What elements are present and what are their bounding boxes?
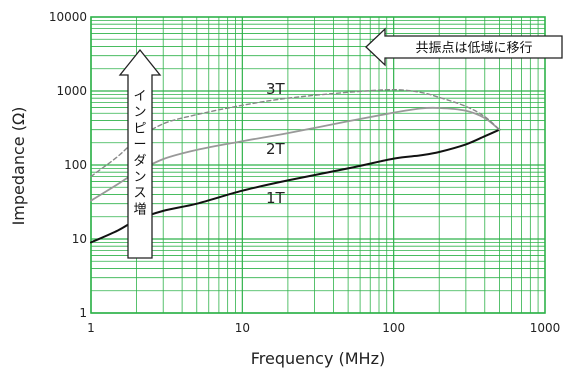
impedance-increase-annotation: インピーダンス増 — [118, 48, 162, 259]
y-tick-label: 10000 — [49, 10, 87, 24]
label-1t: 1T — [266, 189, 286, 207]
x-tick-label: 100 — [382, 321, 405, 335]
increase-label-char: ピ — [133, 121, 146, 136]
y-tick-label: 1 — [79, 306, 87, 320]
y-axis-title: Impedance (Ω) — [9, 107, 28, 226]
plot-frame — [90, 16, 546, 314]
increase-label-char: ス — [133, 186, 146, 201]
x-tick-label: 10 — [235, 321, 250, 335]
grid — [90, 16, 546, 314]
resonance-shift-label: 共振点は低域に移行 — [415, 41, 532, 56]
curve-labels: 3T 2T 1T — [266, 80, 286, 207]
label-2t: 2T — [266, 140, 286, 158]
increase-label-char: イ — [133, 89, 146, 104]
up-arrow-icon — [118, 48, 162, 259]
increase-label-char: ー — [133, 138, 146, 153]
impedance-increase-label: インピーダンス増 — [133, 89, 146, 217]
increase-label-char: ダ — [133, 154, 146, 169]
x-axis-title: Frequency (MHz) — [251, 349, 385, 368]
axes: 1 10 100 1000 1 10 100 1000 10000 — [49, 10, 560, 335]
label-3t: 3T — [266, 80, 286, 98]
increase-label-char: 増 — [133, 202, 146, 217]
increase-label-char: ン — [133, 105, 146, 120]
y-tick-label: 100 — [64, 158, 87, 172]
x-tick-label: 1000 — [530, 321, 561, 335]
series-line-3t — [90, 89, 501, 178]
y-tick-label: 10 — [72, 232, 87, 246]
resonance-shift-annotation: 共振点は低域に移行 — [365, 27, 563, 67]
left-arrow-icon — [365, 27, 563, 67]
x-tick-label: 1 — [87, 321, 95, 335]
y-tick-label: 1000 — [56, 84, 87, 98]
increase-label-char: ン — [133, 170, 146, 185]
